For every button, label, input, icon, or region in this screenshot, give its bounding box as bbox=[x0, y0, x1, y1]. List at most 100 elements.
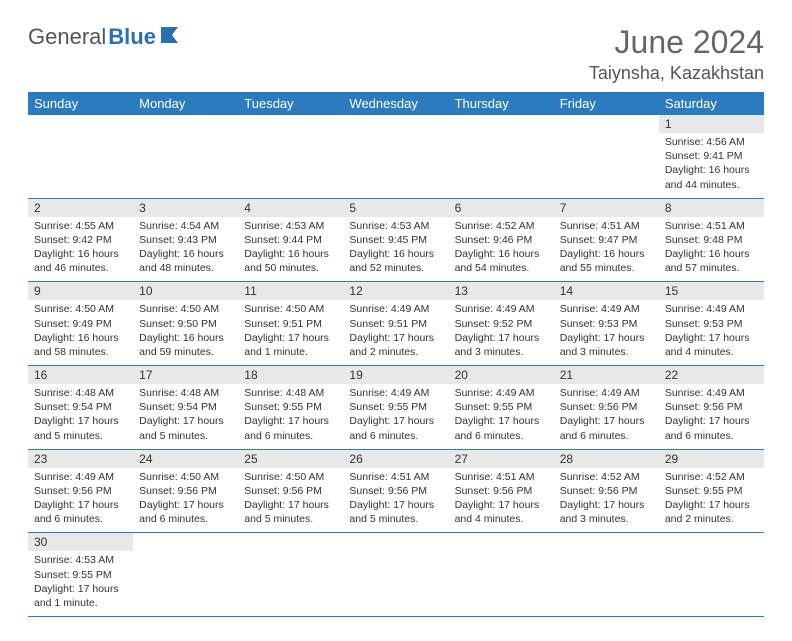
daynum-cell: 14 bbox=[554, 282, 659, 301]
daynum-cell bbox=[554, 533, 659, 552]
sunset-text: Sunset: 9:55 PM bbox=[455, 400, 548, 414]
content-row: Sunrise: 4:48 AM Sunset: 9:54 PM Daylight:… bbox=[28, 384, 764, 449]
daylight-text-2: and 58 minutes. bbox=[34, 345, 127, 359]
day-cell: Sunrise: 4:51 AMSunset: 9:56 PMDaylight:… bbox=[449, 468, 554, 533]
day-cell: Sunrise: 4:53 AMSunset: 9:44 PMDaylight:… bbox=[238, 217, 343, 282]
sunset-text: Sunset: 9:54 PM bbox=[139, 400, 232, 414]
daylight-text-2: and 5 minutes. bbox=[244, 512, 337, 526]
daylight-text-1: Daylight: 16 hours bbox=[139, 247, 232, 261]
daynum-cell bbox=[659, 533, 764, 552]
daylight-text-2: and 6 minutes. bbox=[244, 429, 337, 443]
sunrise-text: Sunrise: 4:49 AM bbox=[455, 386, 548, 400]
sunrise-text: Sunrise: 4:49 AM bbox=[665, 302, 758, 316]
daylight-text-2: and 57 minutes. bbox=[665, 261, 758, 275]
daylight-text-2: and 1 minute. bbox=[244, 345, 337, 359]
sunset-text: Sunset: 9:55 PM bbox=[34, 568, 127, 582]
daylight-text-2: and 6 minutes. bbox=[139, 512, 232, 526]
sunset-text: Sunset: 9:56 PM bbox=[665, 400, 758, 414]
content-row: Sunrise: 4:53 AMSunset: 9:55 PMDaylight:… bbox=[28, 551, 764, 616]
daylight-text-1: Daylight: 17 hours bbox=[560, 331, 653, 345]
daylight-text-1: Daylight: 17 hours bbox=[244, 498, 337, 512]
daylight-text-2: and 6 minutes. bbox=[455, 429, 548, 443]
sunset-text: Sunset: 9:56 PM bbox=[244, 484, 337, 498]
daylight-text-1: Daylight: 17 hours bbox=[560, 414, 653, 428]
daynum-cell bbox=[133, 115, 238, 133]
daynum-cell bbox=[343, 533, 448, 552]
daylight-text-1: Daylight: 17 hours bbox=[244, 414, 337, 428]
daylight-text-2: and 1 minute. bbox=[34, 596, 127, 610]
day-cell: Sunrise: 4:53 AMSunset: 9:55 PMDaylight:… bbox=[28, 551, 133, 616]
daylight-text-1: Daylight: 17 hours bbox=[665, 498, 758, 512]
sunset-text: Sunset: 9:55 PM bbox=[244, 400, 337, 414]
day-cell bbox=[554, 133, 659, 198]
day-cell: Sunrise: 4:48 AMSunset: 9:54 PMDaylight:… bbox=[28, 384, 133, 449]
dayhdr-thursday: Thursday bbox=[449, 92, 554, 115]
daylight-text-2: and 6 minutes. bbox=[560, 429, 653, 443]
day-cell: Sunrise: 4:50 AMSunset: 9:49 PMDaylight:… bbox=[28, 300, 133, 365]
daynum-row: 2345678 bbox=[28, 198, 764, 217]
day-cell: Sunrise: 4:49 AMSunset: 9:56 PMDaylight:… bbox=[659, 384, 764, 449]
daynum-cell: 21 bbox=[554, 366, 659, 385]
daynum-cell: 27 bbox=[449, 449, 554, 468]
content-row: Sunrise: 4:50 AMSunset: 9:49 PMDaylight:… bbox=[28, 300, 764, 365]
daynum-cell: 11 bbox=[238, 282, 343, 301]
daynum-cell: 2 bbox=[28, 198, 133, 217]
calendar-table: Sunday Monday Tuesday Wednesday Thursday… bbox=[28, 92, 764, 617]
daynum-cell: 24 bbox=[133, 449, 238, 468]
daylight-text-2: and 4 minutes. bbox=[455, 512, 548, 526]
daynum-cell: 16 bbox=[28, 366, 133, 385]
dayhdr-monday: Monday bbox=[133, 92, 238, 115]
title-block: June 2024 Taiynsha, Kazakhstan bbox=[589, 24, 764, 84]
dayhdr-tuesday: Tuesday bbox=[238, 92, 343, 115]
sunset-text: Sunset: 9:48 PM bbox=[665, 233, 758, 247]
day-cell: Sunrise: 4:50 AMSunset: 9:50 PMDaylight:… bbox=[133, 300, 238, 365]
daylight-text-2: and 5 minutes. bbox=[349, 512, 442, 526]
daynum-cell: 10 bbox=[133, 282, 238, 301]
day-cell: Sunrise: 4:55 AMSunset: 9:42 PMDaylight:… bbox=[28, 217, 133, 282]
daylight-text-1: Daylight: 16 hours bbox=[34, 247, 127, 261]
daylight-text-2: and 6 minutes. bbox=[34, 512, 127, 526]
content-row: Sunrise: 4:56 AMSunset: 9:41 PMDaylight:… bbox=[28, 133, 764, 198]
daylight-text-2: and 3 minutes. bbox=[455, 345, 548, 359]
daynum-cell: 6 bbox=[449, 198, 554, 217]
sunrise-text: Sunrise: 4:51 AM bbox=[455, 470, 548, 484]
sunrise-text: Sunrise: 4:48 AM bbox=[34, 386, 127, 400]
daylight-text-2: and 3 minutes. bbox=[560, 345, 653, 359]
daynum-cell: 23 bbox=[28, 449, 133, 468]
dayhdr-wednesday: Wednesday bbox=[343, 92, 448, 115]
daylight-text-1: Daylight: 16 hours bbox=[349, 247, 442, 261]
daynum-row: 30 bbox=[28, 533, 764, 552]
logo-text-general: General bbox=[28, 24, 106, 50]
daylight-text-2: and 54 minutes. bbox=[455, 261, 548, 275]
daynum-cell: 29 bbox=[659, 449, 764, 468]
sunset-text: Sunset: 9:43 PM bbox=[139, 233, 232, 247]
daynum-cell: 3 bbox=[133, 198, 238, 217]
daynum-cell: 25 bbox=[238, 449, 343, 468]
daylight-text-2: and 3 minutes. bbox=[560, 512, 653, 526]
day-cell bbox=[28, 133, 133, 198]
day-cell: Sunrise: 4:49 AMSunset: 9:53 PMDaylight:… bbox=[659, 300, 764, 365]
day-cell bbox=[343, 551, 448, 616]
daylight-text-1: Daylight: 17 hours bbox=[665, 414, 758, 428]
sunset-text: Sunset: 9:55 PM bbox=[665, 484, 758, 498]
daylight-text-1: Daylight: 17 hours bbox=[139, 498, 232, 512]
daynum-cell: 7 bbox=[554, 198, 659, 217]
daylight-text-1: Daylight: 17 hours bbox=[455, 414, 548, 428]
daynum-cell bbox=[28, 115, 133, 133]
sunrise-text: Sunrise: 4:49 AM bbox=[455, 302, 548, 316]
day-cell: Sunrise: 4:51 AMSunset: 9:48 PMDaylight:… bbox=[659, 217, 764, 282]
sunrise-text: Sunrise: 4:50 AM bbox=[139, 470, 232, 484]
sunset-text: Sunset: 9:53 PM bbox=[665, 317, 758, 331]
daylight-text-2: and 5 minutes. bbox=[139, 429, 232, 443]
daynum-cell: 17 bbox=[133, 366, 238, 385]
content-row: Sunrise: 4:55 AMSunset: 9:42 PMDaylight:… bbox=[28, 217, 764, 282]
daylight-text-2: and 6 minutes. bbox=[349, 429, 442, 443]
daynum-cell: 22 bbox=[659, 366, 764, 385]
daylight-text-1: Daylight: 16 hours bbox=[139, 331, 232, 345]
daylight-text-2: and 2 minutes. bbox=[349, 345, 442, 359]
sunset-text: Sunset: 9:56 PM bbox=[139, 484, 232, 498]
sunset-text: Sunset: 9:56 PM bbox=[455, 484, 548, 498]
flag-icon bbox=[160, 25, 186, 50]
daynum-cell bbox=[238, 533, 343, 552]
day-cell: Sunrise: 4:49 AMSunset: 9:52 PMDaylight:… bbox=[449, 300, 554, 365]
